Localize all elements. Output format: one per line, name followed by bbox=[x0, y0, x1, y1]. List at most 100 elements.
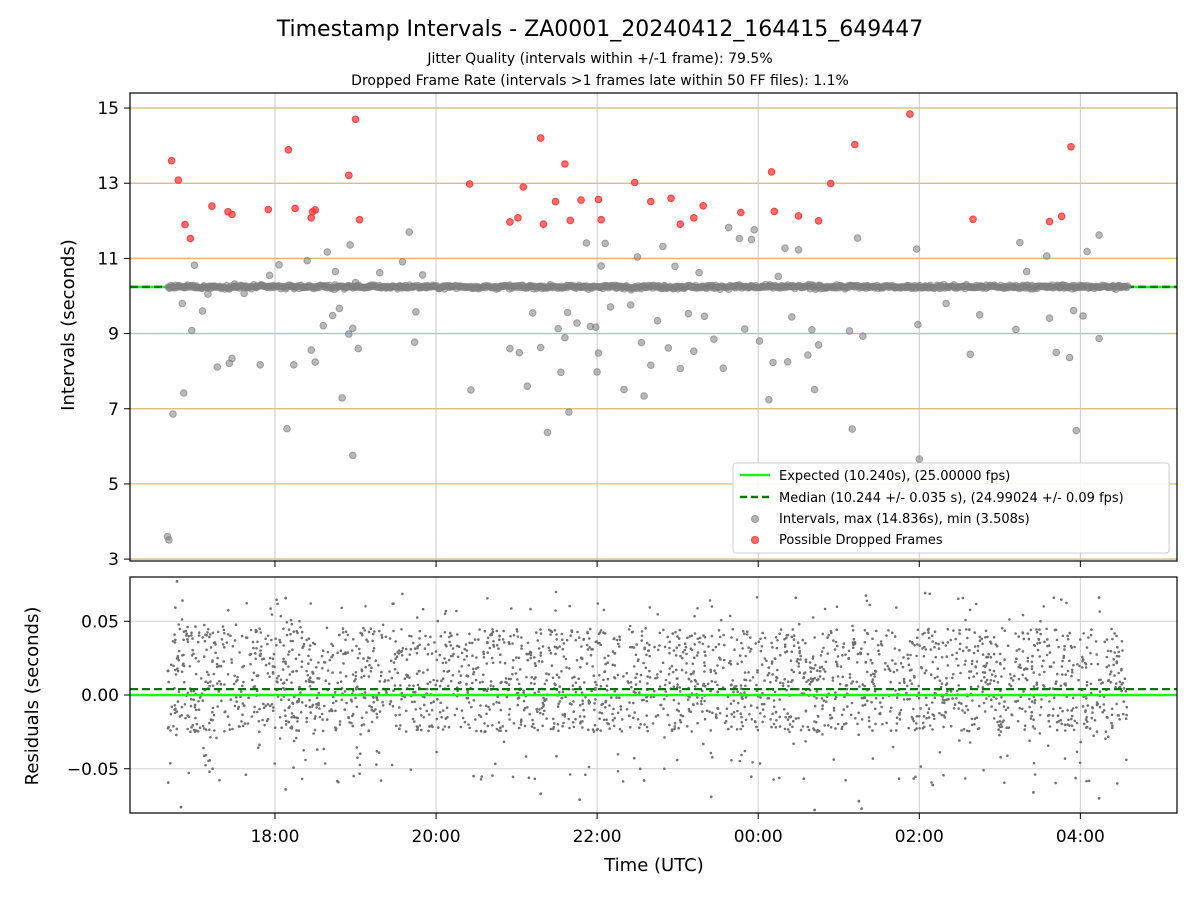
dropped-frame-point bbox=[311, 206, 320, 214]
residual-point bbox=[529, 651, 533, 654]
residual-point bbox=[366, 659, 369, 663]
residual-point bbox=[294, 657, 298, 661]
residual-point bbox=[169, 663, 173, 667]
residual-point bbox=[760, 663, 764, 666]
interval-outlier-point bbox=[1095, 231, 1103, 239]
residual-point bbox=[602, 718, 606, 722]
residual-point bbox=[257, 719, 261, 723]
residual-point bbox=[426, 682, 430, 685]
residual-point bbox=[717, 629, 721, 632]
residuals-points bbox=[166, 580, 1129, 812]
residual-point bbox=[375, 763, 378, 766]
residual-point bbox=[750, 775, 753, 778]
residual-point bbox=[339, 671, 342, 674]
residual-point bbox=[244, 773, 248, 776]
residual-point bbox=[996, 720, 999, 724]
residual-point bbox=[228, 728, 232, 731]
residual-point bbox=[448, 631, 452, 635]
residual-point bbox=[910, 715, 914, 719]
residual-point bbox=[299, 691, 302, 694]
dropped-frame-point bbox=[307, 214, 316, 222]
residual-point bbox=[388, 702, 392, 706]
residual-point bbox=[1046, 744, 1050, 747]
residual-point bbox=[864, 594, 868, 597]
residual-point bbox=[629, 681, 633, 684]
residual-point bbox=[1026, 632, 1030, 635]
residual-point bbox=[457, 670, 461, 673]
residual-point bbox=[709, 751, 713, 755]
residual-point bbox=[170, 705, 174, 709]
residual-point bbox=[215, 662, 219, 666]
interval-outlier-point bbox=[240, 289, 248, 298]
interval-outlier-point bbox=[323, 248, 332, 256]
residual-point bbox=[204, 680, 207, 683]
residual-point bbox=[586, 630, 589, 634]
residual-point bbox=[851, 641, 855, 644]
residual-point bbox=[615, 638, 619, 642]
residual-point bbox=[743, 691, 746, 694]
residual-point bbox=[599, 629, 603, 632]
residual-point bbox=[944, 644, 948, 647]
residual-point bbox=[1074, 776, 1077, 780]
residual-point bbox=[921, 721, 925, 725]
residual-point bbox=[308, 684, 312, 688]
residual-point bbox=[1084, 662, 1088, 666]
residual-point bbox=[1060, 598, 1063, 601]
residual-point bbox=[477, 638, 480, 641]
residual-point bbox=[696, 696, 699, 699]
residual-point bbox=[266, 717, 270, 721]
residual-point bbox=[182, 630, 186, 633]
interval-outlier-point bbox=[1016, 238, 1024, 247]
residual-point bbox=[212, 641, 216, 645]
residual-point bbox=[664, 690, 667, 693]
residual-point bbox=[740, 715, 743, 719]
interval-outlier-point bbox=[719, 364, 728, 373]
residual-point bbox=[927, 707, 931, 710]
residual-point bbox=[377, 691, 381, 695]
residual-point bbox=[740, 753, 743, 757]
residual-point bbox=[488, 708, 492, 711]
residual-point bbox=[968, 628, 971, 632]
residual-point bbox=[553, 645, 557, 649]
residual-point bbox=[549, 651, 553, 655]
residual-point bbox=[323, 704, 326, 708]
residual-point bbox=[1000, 675, 1003, 678]
residual-point bbox=[730, 713, 733, 716]
residual-point bbox=[304, 680, 308, 683]
residual-point bbox=[743, 671, 747, 674]
residual-point bbox=[912, 707, 915, 711]
residual-point bbox=[1055, 721, 1059, 724]
residual-point bbox=[658, 644, 661, 647]
residual-point bbox=[632, 701, 635, 705]
residual-point bbox=[839, 665, 843, 668]
residual-point bbox=[696, 682, 699, 686]
residual-point bbox=[238, 651, 241, 654]
residual-point bbox=[678, 686, 682, 689]
residual-point bbox=[372, 709, 376, 713]
residual-point bbox=[288, 650, 291, 653]
residual-point bbox=[714, 713, 718, 716]
residual-point bbox=[1014, 632, 1017, 635]
intervals-y-tick-label: 11 bbox=[97, 249, 119, 269]
residual-point bbox=[731, 627, 735, 631]
residual-point bbox=[675, 668, 678, 672]
residual-point bbox=[615, 696, 618, 699]
residual-point bbox=[628, 701, 631, 704]
residual-point bbox=[1028, 705, 1031, 709]
residual-point bbox=[211, 659, 214, 662]
residual-point bbox=[443, 725, 447, 728]
residual-point bbox=[1035, 628, 1038, 631]
residual-point bbox=[1114, 686, 1117, 689]
residuals-y-axis-label: Residuals (seconds) bbox=[22, 607, 43, 786]
residual-point bbox=[290, 622, 294, 626]
residual-point bbox=[816, 728, 819, 732]
residual-point bbox=[723, 721, 727, 725]
residual-point bbox=[898, 681, 901, 685]
residual-point bbox=[341, 631, 345, 634]
residual-point bbox=[596, 642, 600, 645]
residual-point bbox=[499, 653, 502, 656]
residual-point bbox=[732, 715, 736, 719]
residual-point bbox=[741, 697, 744, 700]
residual-point bbox=[270, 702, 274, 706]
residual-point bbox=[619, 705, 622, 708]
